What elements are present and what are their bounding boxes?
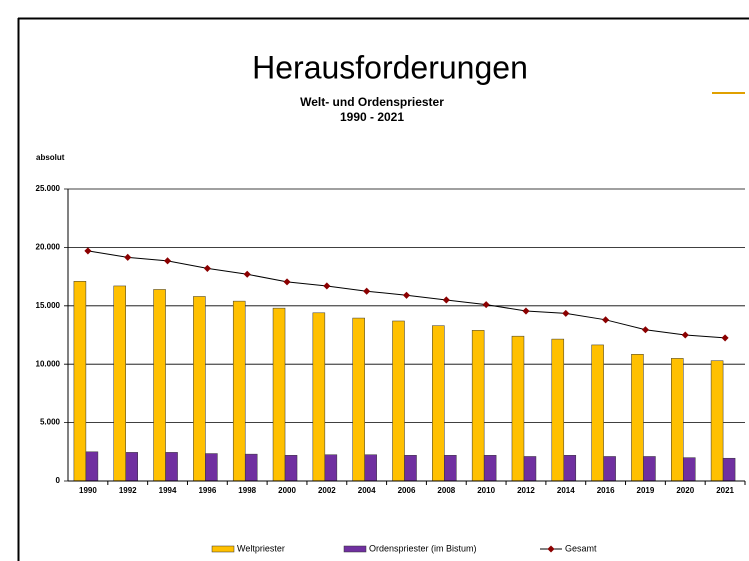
bar [153,289,166,482]
x-tick-label: 2012 [517,486,535,495]
chart-title: Herausforderungen [252,49,528,85]
x-tick-label: 2010 [477,486,495,495]
bar [643,456,656,482]
y-tick-label: 15.000 [36,301,61,310]
legend-swatch [211,545,235,553]
bar [551,338,565,482]
marker [203,264,211,272]
y-axis-label: absolut [36,153,65,162]
bar [324,454,338,482]
marker [562,309,570,317]
bar [511,335,525,482]
bar [73,281,87,482]
marker [363,287,371,295]
bar [364,454,377,482]
bar [563,455,577,482]
legend-swatch [343,545,367,553]
marker [323,282,331,290]
marker [124,253,132,261]
marker [641,326,649,334]
x-tick-label: 2020 [676,486,694,495]
x-tick-label: 2006 [398,486,416,495]
x-tick-label: 2002 [318,486,336,495]
x-tick-label: 1992 [119,486,137,495]
bar [352,317,365,482]
y-tick-label: 10.000 [36,359,61,368]
bar [671,358,684,482]
marker [602,316,610,324]
bar [272,307,286,482]
bar [432,325,445,482]
x-tick-label: 2016 [597,486,615,495]
y-tick-label: 20.000 [36,243,61,252]
x-tick-label: 1990 [79,486,97,495]
bar [125,452,138,482]
x-tick-label: 2019 [637,486,655,495]
marker [721,334,729,342]
marker [522,307,530,315]
legend-label: Weltpriester [237,543,285,553]
marker [243,270,251,278]
bar [165,452,178,482]
bar [312,312,326,482]
bar [392,320,405,482]
chart-subtitle: 1990 - 2021 [340,110,404,124]
marker [283,278,291,286]
y-tick-label: 25.000 [36,184,61,193]
x-tick-label: 1998 [238,486,256,495]
bar [85,451,99,482]
bar [404,455,417,482]
bar [683,457,696,482]
x-tick-label: 1994 [159,486,177,495]
x-tick-label: 2014 [557,486,575,495]
y-tick-label: 5.000 [40,418,61,427]
bar [483,455,497,482]
bar [284,455,298,482]
bar [631,354,644,482]
x-tick-label: 1996 [198,486,216,495]
legend-label: Gesamt [565,543,597,553]
bar [603,456,616,482]
marker [681,331,689,339]
bar [205,453,218,482]
chart-subtitle: Welt- und Ordenspriester [300,95,444,109]
marker [442,296,450,304]
bar [471,330,485,482]
bar [722,457,736,482]
y-tick-label: 0 [56,476,61,485]
x-tick-label: 2000 [278,486,296,495]
bar [193,296,206,482]
marker [482,301,490,309]
bar [591,344,604,482]
bar [710,360,724,482]
x-tick-label: 2004 [358,486,376,495]
bar [523,456,537,482]
bar [244,453,258,482]
bar [444,455,457,482]
legend-label: Ordenspriester (im Bistum) [369,543,477,553]
legend-swatch [547,545,555,553]
x-tick-label: 2008 [437,486,455,495]
bar [232,300,246,482]
x-tick-label: 2021 [716,486,734,495]
marker [84,247,92,255]
marker [402,291,411,299]
marker [164,257,172,265]
bar [113,285,126,482]
